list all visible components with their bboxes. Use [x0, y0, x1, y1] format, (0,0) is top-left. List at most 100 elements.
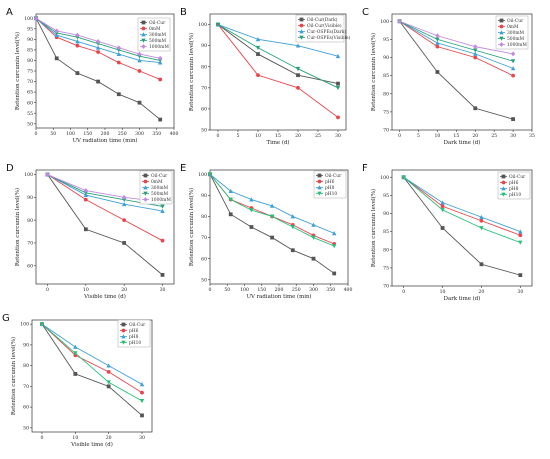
data-point [96, 79, 100, 84]
legend-marker [317, 185, 322, 190]
data-point [435, 33, 440, 39]
data-point [140, 413, 144, 418]
data-point [269, 203, 275, 208]
y-axis-label: Retention curcumin level(%) [14, 32, 21, 110]
y-tick-label: 60 [201, 107, 207, 113]
series-line [41, 323, 143, 402]
data-point [96, 50, 100, 54]
data-point [75, 32, 80, 38]
x-tick-label: 150 [83, 131, 92, 137]
y-tick-label: 95 [383, 37, 389, 43]
legend-entry: 300mM [149, 33, 167, 38]
data-point [255, 45, 261, 51]
x-tick-label: 0 [398, 133, 401, 139]
data-point [510, 66, 516, 71]
y-tick-label: 80 [23, 363, 29, 369]
x-axis-label: Time (d) [267, 139, 290, 146]
data-point [158, 77, 163, 82]
x-tick-label: 20 [479, 289, 485, 295]
legend-entry: pH8 [129, 335, 139, 340]
x-tick-label: 50 [50, 131, 56, 137]
data-point [95, 45, 101, 50]
legend-entry: Oil-Cur(Visible) [307, 24, 342, 29]
x-tick-label: 30 [160, 287, 166, 293]
legend-entry: pH6 [509, 181, 519, 186]
data-point [95, 39, 101, 44]
legend-entry: pH10 [509, 193, 521, 198]
data-point [228, 188, 233, 194]
data-point [296, 85, 300, 90]
data-point [336, 81, 340, 86]
y-tick-label: 80 [201, 64, 207, 70]
data-point [106, 363, 111, 368]
legend-marker [501, 180, 506, 185]
y-axis-label: Retention curcumin level(%) [370, 189, 377, 267]
x-tick-label: 30 [139, 435, 145, 441]
y-tick-label: 50 [201, 128, 207, 134]
y-axis-label: Retention curcumin level(%) [14, 188, 21, 266]
series-line [47, 174, 163, 276]
legend-entry: Oil-Cur [509, 175, 526, 180]
x-tick-label: 0 [217, 133, 220, 139]
data-point [116, 60, 121, 65]
data-point [435, 44, 440, 49]
data-point [54, 28, 59, 34]
legend-entry: pH10 [325, 192, 337, 197]
legend-marker [141, 32, 146, 37]
y-tick-label: 80 [201, 214, 207, 220]
x-tick-label: 100 [66, 131, 75, 137]
data-point [249, 225, 254, 229]
data-point [215, 22, 221, 27]
data-point [116, 45, 121, 51]
data-point [121, 201, 127, 207]
series-line [399, 20, 514, 69]
y-tick-label: 100 [198, 172, 207, 178]
data-point [160, 208, 165, 213]
x-tick-label: 50 [224, 287, 230, 293]
series-line [403, 176, 521, 243]
legend-entry: 1000mM [151, 198, 171, 203]
data-point [139, 398, 145, 404]
data-point [45, 172, 50, 177]
data-point [440, 207, 445, 213]
panel-label: A [6, 7, 13, 18]
x-tick-label: 10 [83, 287, 89, 293]
y-tick-label: 80 [383, 91, 389, 97]
legend-marker [121, 334, 126, 339]
legend-marker [499, 18, 504, 23]
panel-label: G [2, 313, 10, 324]
legend-entry: pH6 [325, 180, 335, 185]
y-tick-label: 95 [383, 193, 389, 199]
legend-marker [501, 186, 506, 191]
data-point [435, 70, 440, 74]
data-point [139, 381, 145, 387]
x-tick-label: 15 [275, 133, 281, 139]
data-point [54, 56, 59, 61]
legend-entry: Oil-Cur [325, 174, 342, 179]
data-point [332, 271, 337, 276]
legend-entry: Oil-Cur [129, 323, 146, 328]
y-axis-label: Retention curcumin level(%) [188, 188, 195, 266]
series-ph8 [401, 174, 523, 234]
plot-frame [31, 319, 153, 433]
legend-entry: pH8 [509, 187, 519, 192]
legend-marker [501, 192, 506, 197]
data-point [75, 39, 80, 44]
x-tick-label: 250 [292, 287, 301, 293]
y-tick-label: 70 [27, 241, 33, 247]
data-point [311, 256, 316, 261]
y-tick-label: 90 [27, 37, 33, 43]
x-tick-label: 0 [35, 131, 38, 137]
legend-marker [299, 23, 304, 28]
x-tick-label: 30 [510, 133, 516, 139]
data-point [518, 229, 523, 234]
legend-marker [299, 35, 304, 40]
y-tick-label: 70 [201, 235, 207, 241]
series-line [399, 20, 514, 77]
data-point [255, 37, 261, 42]
y-tick-label: 60 [27, 263, 33, 269]
data-point [511, 73, 515, 78]
x-tick-label: 10 [440, 289, 446, 295]
legend-entry: Oil-Cur [507, 19, 524, 24]
